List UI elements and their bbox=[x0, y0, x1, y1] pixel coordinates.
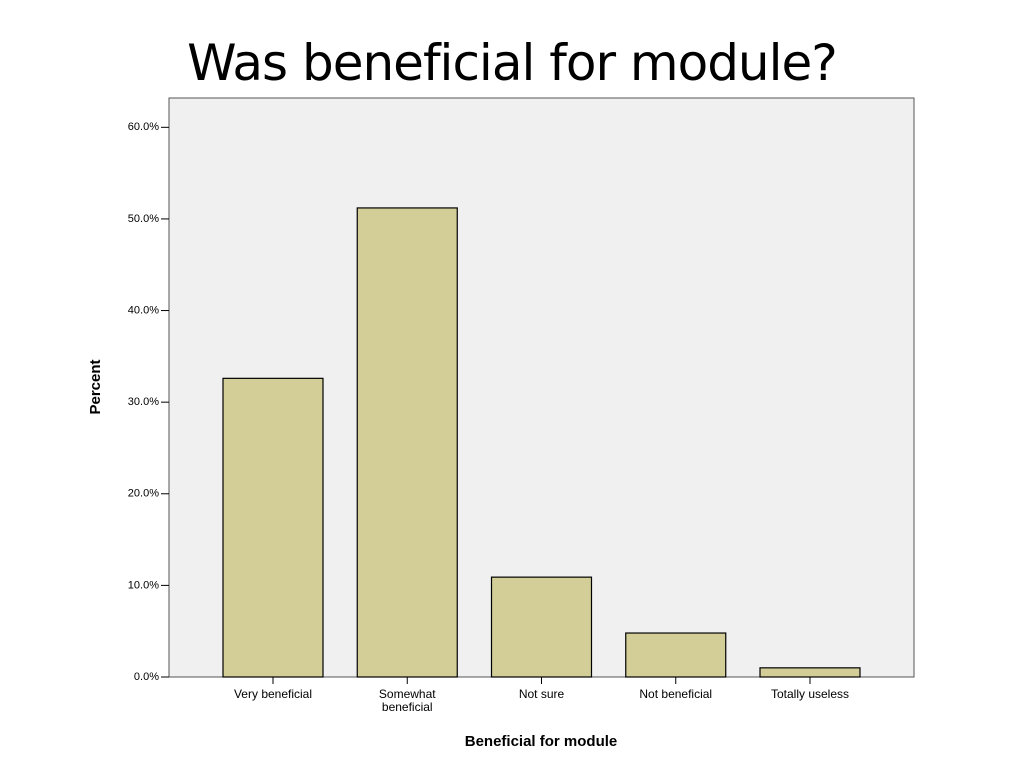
x-tick-label: Not beneficial bbox=[639, 687, 713, 701]
y-tick-label: 0.0% bbox=[134, 671, 159, 683]
bar bbox=[490, 576, 593, 678]
bar bbox=[759, 667, 861, 678]
chart-title: Was beneficial for module? bbox=[187, 34, 838, 92]
bar bbox=[625, 632, 727, 678]
y-tick-label: 30.0% bbox=[128, 396, 159, 408]
x-tick-label: Not sure bbox=[518, 687, 565, 701]
y-tick-label: 20.0% bbox=[128, 488, 159, 500]
x-tick-label: Somewhat beneficial bbox=[378, 687, 436, 714]
x-axis-title: Beneficial for module bbox=[465, 733, 618, 750]
y-tick-label: 40.0% bbox=[128, 304, 159, 316]
y-tick-label: 60.0% bbox=[128, 121, 159, 133]
y-tick-label: 10.0% bbox=[128, 579, 159, 591]
bar bbox=[356, 207, 458, 678]
y-tick-label: 50.0% bbox=[128, 213, 159, 225]
x-tick-label: Very beneficial bbox=[233, 687, 313, 701]
bar bbox=[222, 377, 324, 678]
x-tick-label: Totally useless bbox=[770, 687, 850, 701]
y-axis-title: Percent bbox=[87, 359, 104, 414]
